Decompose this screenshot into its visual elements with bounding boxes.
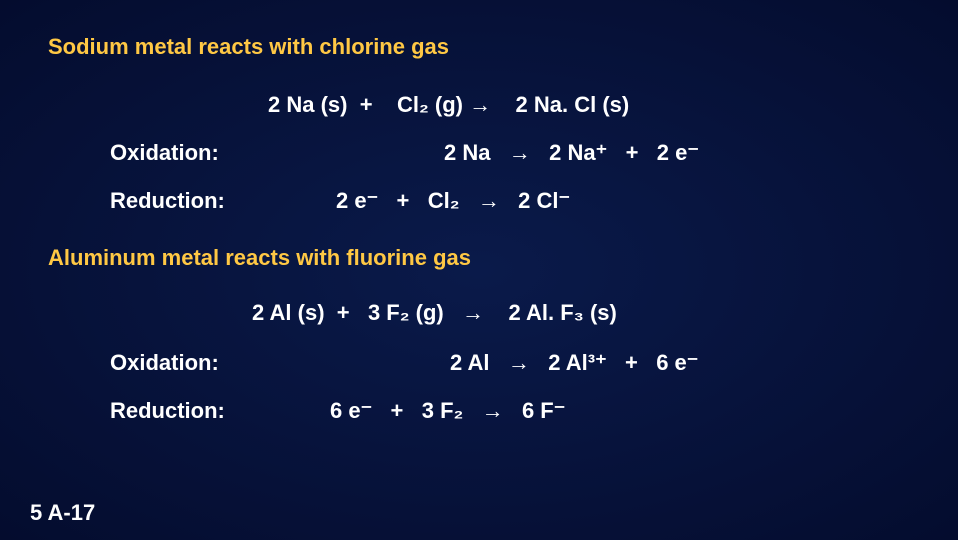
section1-reduction-equation: 2 e⁻ + Cl₂ → 2 Cl⁻: [336, 188, 570, 214]
section1-main-equation: 2 Na (s) + Cl₂ (g) → 2 Na. Cl (s): [268, 92, 629, 118]
slide: Sodium metal reacts with chlorine gas 2 …: [0, 0, 958, 540]
section2-title: Aluminum metal reacts with fluorine gas: [48, 245, 471, 271]
section2-reduction-equation: 6 e⁻ + 3 F₂ → 6 F⁻: [330, 398, 565, 424]
page-code: 5 A-17: [30, 500, 95, 526]
section2-main-equation: 2 Al (s) + 3 F₂ (g) → 2 Al. F₃ (s): [252, 300, 617, 326]
section2-oxidation-label: Oxidation:: [110, 350, 219, 376]
section1-oxidation-equation: 2 Na → 2 Na⁺ + 2 e⁻: [444, 140, 699, 166]
section1-title: Sodium metal reacts with chlorine gas: [48, 34, 449, 60]
section1-oxidation-label: Oxidation:: [110, 140, 219, 166]
section1-reduction-label: Reduction:: [110, 188, 225, 214]
section2-reduction-label: Reduction:: [110, 398, 225, 424]
section2-oxidation-equation: 2 Al → 2 Al³⁺ + 6 e⁻: [450, 350, 698, 376]
